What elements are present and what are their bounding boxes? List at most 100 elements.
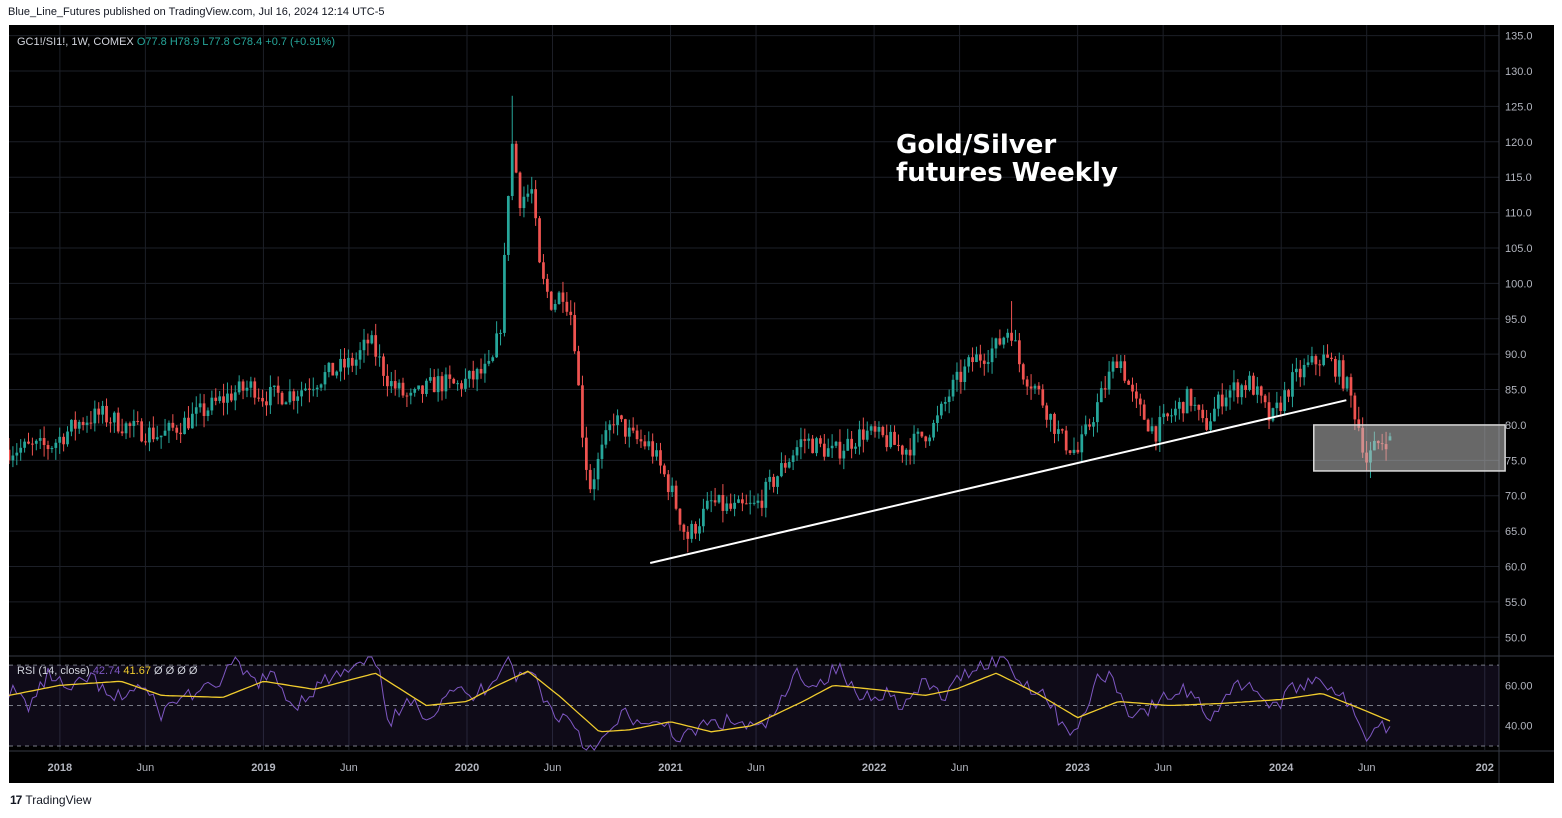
- candle-body: [163, 430, 167, 436]
- candle-body: [109, 422, 112, 424]
- candle-body: [744, 503, 748, 505]
- candle-body: [893, 431, 896, 445]
- candle-body: [19, 447, 23, 453]
- candle-body: [73, 419, 77, 429]
- candle-body: [460, 383, 463, 389]
- candle-body: [725, 503, 729, 511]
- candle-body: [1127, 380, 1130, 385]
- candle-body: [1107, 371, 1111, 390]
- candle-body: [694, 523, 697, 534]
- candle-body: [651, 441, 655, 457]
- candle-body: [1287, 390, 1290, 397]
- candle-body: [253, 381, 257, 398]
- candle-body: [495, 333, 498, 358]
- candle-body: [1259, 386, 1263, 396]
- candle-body: [955, 371, 959, 380]
- candle-body: [1353, 395, 1357, 420]
- candle-body: [1263, 395, 1267, 403]
- candle-body: [1092, 422, 1095, 427]
- candle-body: [1045, 405, 1049, 420]
- candle-body: [850, 438, 853, 449]
- candle-body: [171, 422, 175, 428]
- candle-body: [951, 379, 955, 397]
- candle-body: [514, 143, 518, 173]
- time-tick-label: 2018: [48, 762, 72, 774]
- candle-body: [15, 452, 19, 456]
- candle-body: [659, 450, 662, 466]
- rsi-label: RSI (14, close): [17, 665, 93, 677]
- candle-body: [1049, 413, 1052, 420]
- grid-lines: [9, 25, 1499, 750]
- candle-body: [151, 427, 155, 440]
- candle-body: [674, 485, 678, 509]
- candle-body: [663, 465, 666, 475]
- candle-body: [140, 421, 144, 442]
- candle-body: [854, 446, 857, 449]
- candle-body: [776, 476, 779, 487]
- candle-body: [861, 429, 865, 440]
- candle-body: [288, 391, 292, 403]
- candle-body: [1240, 385, 1244, 398]
- candle-body: [807, 438, 811, 441]
- chart-title-line: futures Weekly: [896, 158, 1118, 188]
- candle-body: [748, 502, 752, 504]
- candle-body: [409, 392, 413, 396]
- candle-body: [77, 421, 81, 429]
- candle-body: [452, 378, 456, 384]
- candle-body: [491, 357, 495, 361]
- candle-body: [382, 356, 385, 376]
- candle-body: [467, 370, 471, 379]
- candle-body: [612, 424, 616, 426]
- candle-body: [830, 445, 834, 449]
- candle-body: [975, 354, 978, 363]
- candle-body: [838, 441, 842, 459]
- candle-body: [1154, 426, 1158, 442]
- candle-body: [483, 363, 487, 374]
- candle-body: [530, 189, 534, 194]
- time-tick-label: Jun: [747, 762, 765, 774]
- time-tick-label: 2019: [251, 762, 275, 774]
- time-tick-label: 2022: [862, 762, 886, 774]
- time-tick-label: 2021: [658, 762, 682, 774]
- candle-body: [1103, 388, 1107, 390]
- candle-body: [187, 417, 190, 429]
- candle-body: [889, 431, 893, 448]
- candle-body: [1162, 413, 1166, 418]
- candle-body: [210, 397, 214, 411]
- time-tick-label: Jun: [1154, 762, 1172, 774]
- price-tick-label: 100.0: [1505, 278, 1533, 290]
- chart-frame[interactable]: Gold/Silver futures Weekly GC1!/SI1!, 1W, …: [9, 25, 1554, 783]
- price-chart[interactable]: Gold/Silver futures Weekly GC1!/SI1!, 1W, …: [9, 25, 1554, 783]
- candle-body: [647, 441, 651, 447]
- price-axis: 135.0 130.0 125.0 120.0 115.0 110.0 105.0 100.0…: [1505, 31, 1533, 645]
- candle-body: [811, 438, 814, 454]
- candle-body: [702, 508, 705, 527]
- price-tick-label: 90.0: [1505, 349, 1526, 361]
- candle-body: [971, 357, 974, 363]
- candle-body: [292, 391, 296, 401]
- candle-body: [1002, 337, 1006, 345]
- candle-body: [795, 447, 799, 456]
- candle-body: [1021, 364, 1025, 380]
- time-tick-label: Jun: [1358, 762, 1376, 774]
- candle-body: [1302, 364, 1306, 378]
- candle-body: [167, 422, 171, 431]
- candle-body: [1244, 385, 1248, 390]
- candle-body: [772, 476, 775, 487]
- candle-body: [304, 388, 307, 391]
- candle-body: [425, 380, 428, 394]
- symbol-header: GC1!/SI1!, 1W, COMEX O77.8 H78.9 L77.8 C…: [17, 36, 335, 48]
- candle-body: [249, 381, 253, 388]
- candle-body: [339, 358, 342, 372]
- candle-body: [709, 500, 713, 502]
- candle-body: [1224, 397, 1228, 407]
- candle-body: [323, 372, 327, 385]
- candle-body: [331, 362, 335, 376]
- candle-body: [1271, 408, 1275, 421]
- candle-body: [335, 371, 339, 376]
- candle-body: [432, 377, 436, 393]
- candle-body: [1088, 424, 1091, 427]
- candle-body: [175, 427, 179, 433]
- candle-body: [1322, 354, 1326, 366]
- candle-body: [624, 419, 627, 437]
